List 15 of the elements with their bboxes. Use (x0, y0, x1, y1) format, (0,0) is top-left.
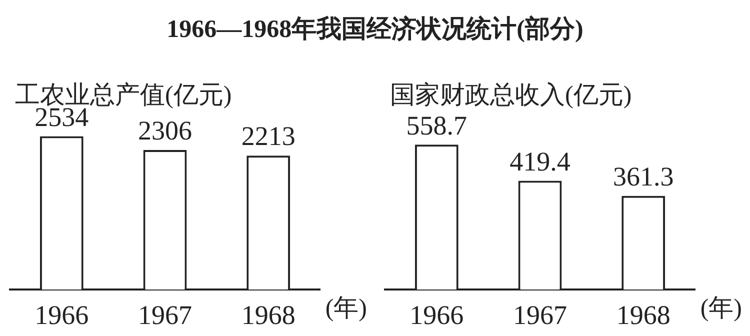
x-tick-label: 1968 (616, 300, 670, 330)
x-axis-title: (年) (325, 294, 367, 324)
data-label: 419.4 (510, 146, 571, 176)
data-label: 2306 (138, 116, 192, 146)
x-tick-label: 1966 (410, 300, 464, 330)
x-tick-label: 1967 (513, 300, 567, 330)
x-tick-label: 1967 (138, 300, 192, 330)
y-axis-title: 国家财政总收入(亿元) (390, 80, 632, 111)
x-tick-label: 1968 (241, 300, 296, 330)
data-label: 2213 (241, 121, 296, 152)
data-label: 361.3 (612, 161, 674, 192)
data-label: 558.7 (406, 110, 468, 140)
text: 1966—1968年我国经济状况统计(部分) (166, 14, 584, 45)
x-tick-label: 1966 (34, 300, 89, 330)
x-axis-title: (年) (700, 294, 742, 324)
